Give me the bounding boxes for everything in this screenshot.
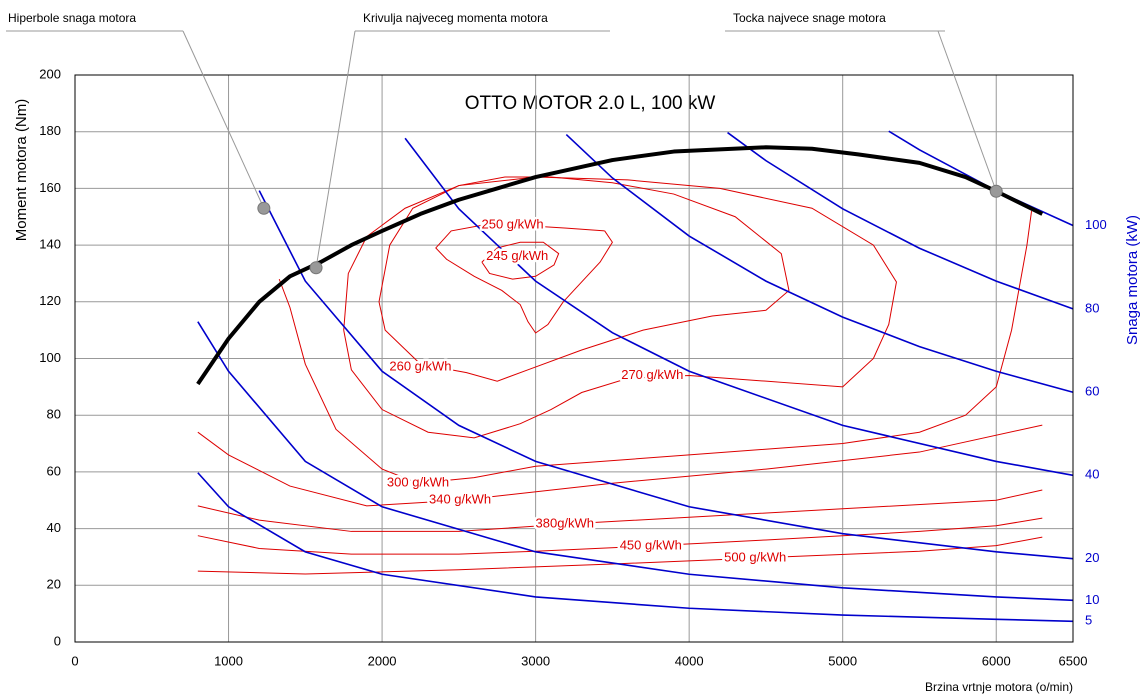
x-tick-label: 6500 — [1059, 653, 1088, 668]
y-tick-label: 20 — [47, 577, 61, 592]
plot-frame — [74, 74, 1074, 643]
x-tick-label: 2000 — [368, 653, 397, 668]
y-tick-label: 80 — [47, 407, 61, 422]
y-tick-label: 160 — [39, 180, 61, 195]
y2-tick-label: 5 — [1085, 613, 1092, 628]
contour-label: 450 g/kWh — [620, 537, 682, 552]
contour-label: 250 g/kWh — [482, 217, 544, 232]
x-tick-label: 3000 — [521, 653, 550, 668]
bsfc-contour — [378, 176, 790, 382]
bsfc-contour — [197, 536, 1043, 575]
power-line — [565, 133, 1074, 394]
full-load-curve — [196, 145, 1044, 386]
annotation-text: Hiperbole snaga motora — [8, 11, 136, 25]
annotation-point — [257, 201, 271, 215]
x-tick-label: 1000 — [214, 653, 243, 668]
contour-label: 500 g/kWh — [724, 550, 786, 565]
power-line — [888, 130, 1074, 227]
annotation-leader — [315, 30, 356, 268]
y2-tick-label: 10 — [1085, 592, 1099, 607]
contour-label: 380g/kWh — [536, 516, 595, 531]
x-tick-label: 4000 — [675, 653, 704, 668]
annotation-point — [989, 184, 1003, 198]
y-tick-label: 40 — [47, 520, 61, 535]
annotation-point — [309, 261, 323, 275]
annotation-text: Krivulja najveceg momenta motora — [363, 11, 548, 25]
y2-tick-label: 40 — [1085, 467, 1099, 482]
x-tick-label: 6000 — [982, 653, 1011, 668]
y2-tick-label: 100 — [1085, 217, 1107, 232]
contour-label: 245 g/kWh — [486, 248, 548, 263]
contour-label: 270 g/kWh — [621, 367, 683, 382]
bsfc-contour — [435, 224, 613, 334]
power-line — [404, 137, 1074, 477]
y-tick-label: 120 — [39, 293, 61, 308]
bsfc-contour — [197, 489, 1043, 532]
annotation-leader — [937, 30, 997, 192]
bsfc-contour — [278, 211, 1033, 484]
x-axis-label: Brzina vrtnje motora (o/min) — [925, 680, 1073, 694]
y2-tick-label: 60 — [1085, 384, 1099, 399]
y-axis-label: Moment motora (Nm) — [13, 99, 30, 242]
x-tick-label: 5000 — [828, 653, 857, 668]
y-tick-label: 180 — [39, 123, 61, 138]
y2-tick-label: 80 — [1085, 300, 1099, 315]
power-line — [727, 131, 1074, 310]
x-tick-label: 0 — [71, 653, 78, 668]
y-tick-label: 200 — [39, 66, 61, 81]
y-tick-label: 140 — [39, 237, 61, 252]
y-tick-label: 0 — [54, 633, 61, 648]
y-tick-label: 100 — [39, 350, 61, 365]
contour-label: 260 g/kWh — [389, 358, 451, 373]
y2-axis-label: Snaga motora (kW) — [1124, 215, 1141, 345]
power-line — [258, 190, 1074, 560]
contour-label: 340 g/kWh — [429, 492, 491, 507]
bsfc-contour — [197, 424, 1043, 507]
contour-label: 300 g/kWh — [387, 475, 449, 490]
y-tick-label: 60 — [47, 463, 61, 478]
bsfc-contour — [343, 176, 897, 439]
bsfc-contour — [481, 241, 560, 280]
annotation-text: Tocka najvece snage motora — [733, 11, 886, 25]
y2-tick-label: 20 — [1085, 550, 1099, 565]
chart-title: OTTO MOTOR 2.0 L, 100 kW — [465, 93, 716, 114]
power-line — [197, 321, 1074, 602]
annotation-leader — [182, 30, 265, 209]
power-line — [197, 472, 1074, 623]
